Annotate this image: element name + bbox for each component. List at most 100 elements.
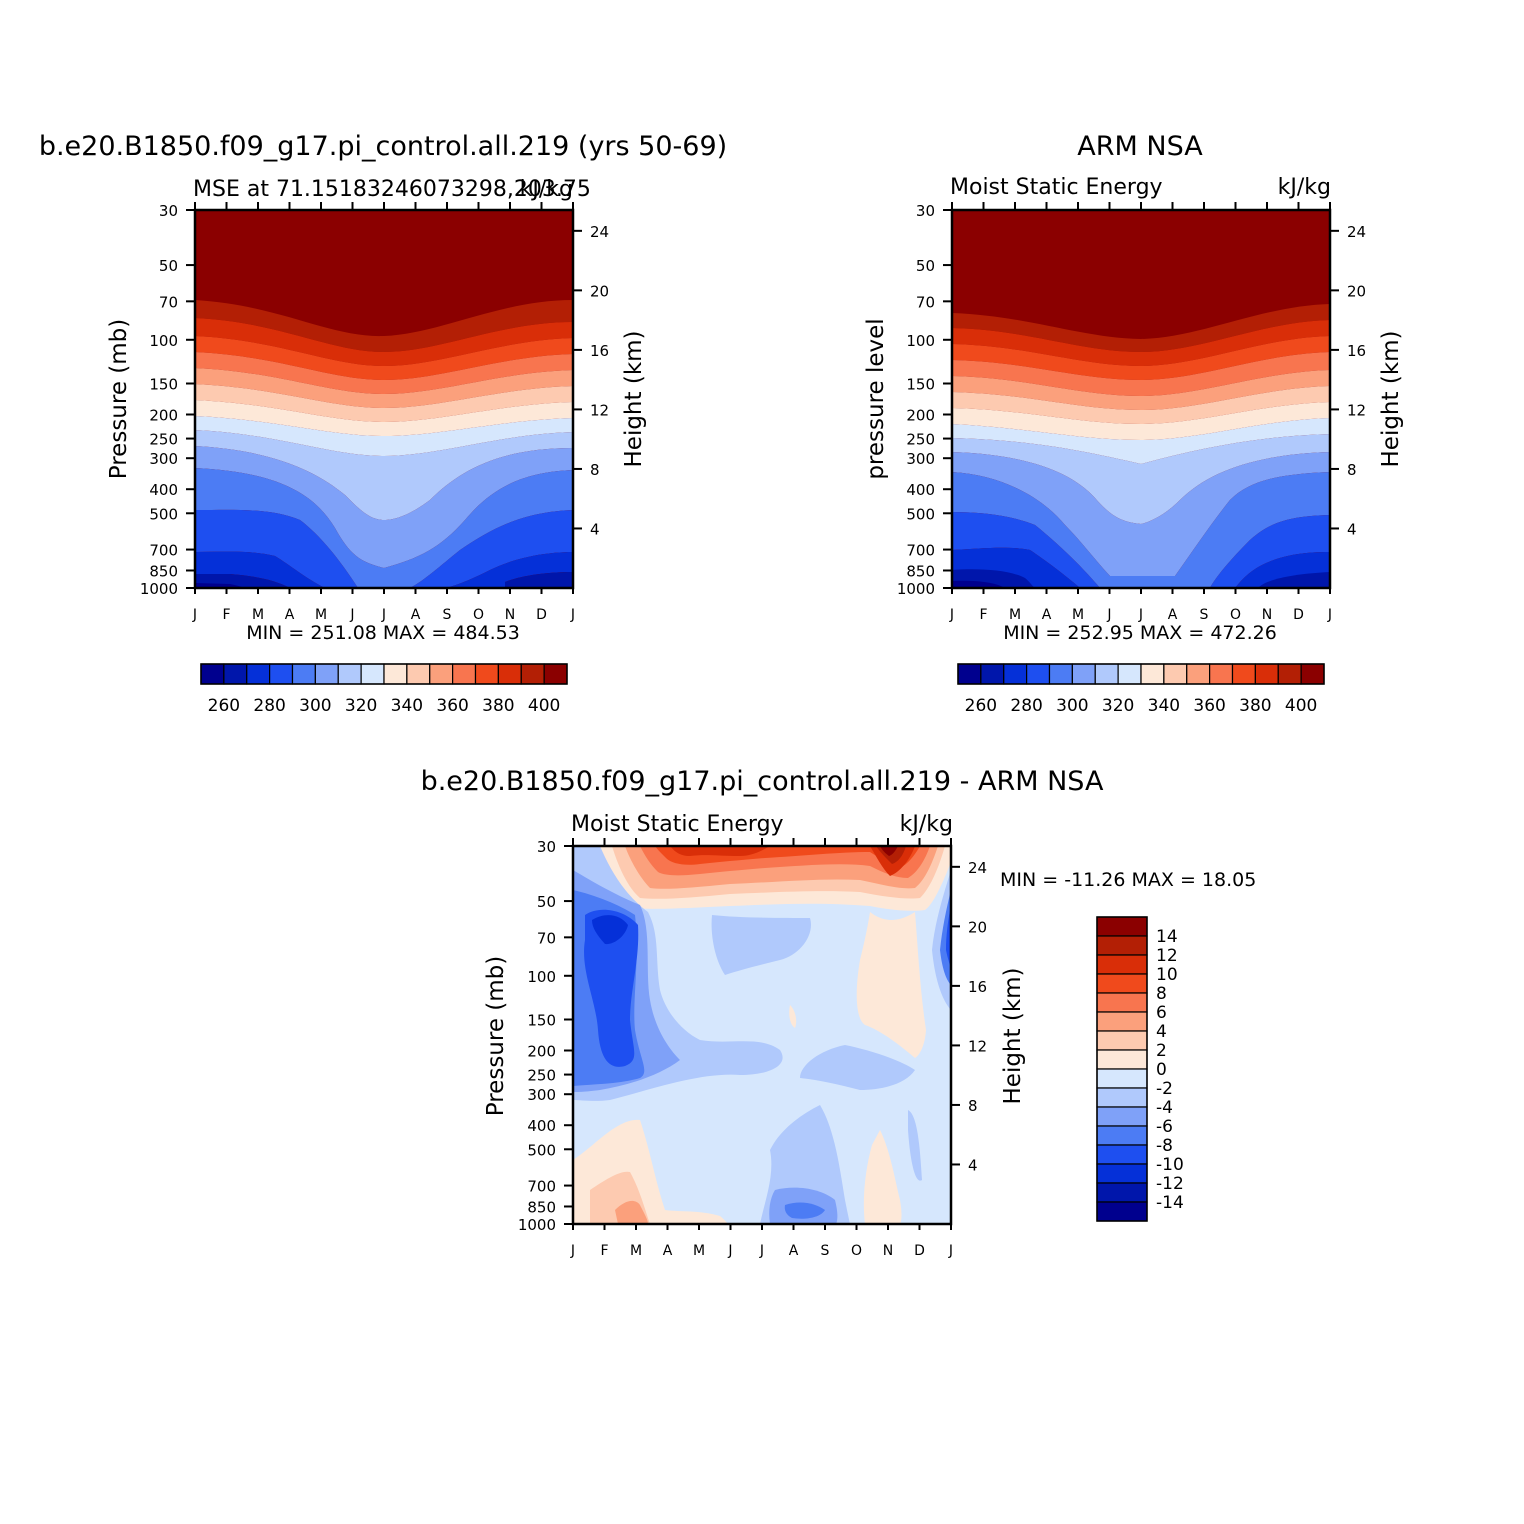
y-tick-label: 400 [527, 1117, 556, 1135]
x-tick-label: J [1106, 607, 1111, 623]
x-tick-label: F [222, 607, 230, 623]
x-tick-label: J [949, 607, 954, 623]
colorbar-label: 360 [436, 696, 468, 716]
colorbar-swatch [337, 663, 362, 685]
colorbar-swatch [1026, 663, 1051, 685]
x-tick-label: D [1293, 607, 1304, 623]
y-right-tick-label: 4 [1347, 520, 1357, 538]
panel-model-ylabel-right: Height (km) [621, 330, 647, 467]
colorbar-label: 260 [965, 696, 997, 716]
y-tick-label: 150 [527, 1011, 556, 1029]
colorbar-swatch [474, 663, 499, 685]
colorbar-swatch [1096, 1125, 1148, 1146]
y-right-tick-label: 24 [590, 223, 609, 241]
y-right-tick-label: 24 [1347, 223, 1366, 241]
y-tick-label: 500 [906, 505, 935, 523]
x-tick-label: A [789, 1243, 799, 1259]
y-tick-label: 50 [159, 257, 178, 275]
colorbar-label: -14 [1156, 1193, 1184, 1213]
colorbar-swatch [1117, 663, 1142, 685]
colorbar-swatch [1096, 1030, 1148, 1051]
x-tick-label: M [630, 1243, 642, 1259]
colorbar-swatch [452, 663, 477, 685]
contour-band [880, 846, 898, 856]
y-tick-label: 50 [537, 893, 556, 911]
contour-band [615, 1200, 648, 1224]
colorbar-swatch [520, 663, 545, 685]
y-tick-label: 30 [537, 838, 556, 856]
contour-band [952, 352, 1330, 396]
y-tick-label: 30 [916, 202, 935, 220]
x-tick-label: O [1230, 607, 1241, 623]
panel-obs-stats: MIN = 252.95 MAX = 472.26 [1003, 622, 1277, 644]
colorbar-frame [957, 663, 1325, 685]
colorbar-label: 400 [528, 696, 560, 716]
y-tick-label: 850 [149, 562, 178, 580]
contour-band [195, 509, 573, 588]
y-tick-label: 400 [149, 481, 178, 499]
y-right-tick-label: 4 [968, 1156, 978, 1174]
x-tick-label: J [349, 607, 354, 623]
y-tick-label: 70 [159, 293, 178, 311]
panel-diff-units: kJ/kg [900, 812, 953, 837]
x-tick-label: M [693, 1243, 705, 1259]
colorbar-label: -12 [1156, 1174, 1184, 1194]
contour-band [952, 336, 1330, 380]
y-tick-label: 700 [906, 542, 935, 560]
colorbar-swatch [1096, 1201, 1148, 1222]
x-tick-label: J [1327, 607, 1332, 623]
contour-band [195, 430, 573, 520]
colorbar-swatch [291, 663, 316, 685]
y-tick-label: 300 [527, 1086, 556, 1104]
colorbar-label: 300 [1056, 696, 1088, 716]
y-right-tick-label: 16 [1347, 342, 1366, 360]
colorbar-swatch [1231, 663, 1256, 685]
contour-band [195, 368, 573, 408]
contour-band [592, 915, 628, 945]
colorbar-frame [200, 663, 568, 685]
colorbar-swatch [1096, 1182, 1148, 1203]
x-tick-label: M [315, 607, 327, 623]
colorbar-label: 340 [1148, 696, 1180, 716]
x-tick-label: J [1138, 607, 1143, 623]
contour-band [952, 402, 1330, 440]
y-tick-label: 500 [527, 1141, 556, 1159]
colorbar-swatch [314, 663, 339, 685]
x-tick-label: A [285, 607, 295, 623]
x-tick-label: F [979, 607, 987, 623]
colorbar-swatch [1096, 973, 1148, 994]
y-tick-label: 500 [149, 505, 178, 523]
x-tick-label: O [473, 607, 484, 623]
panel-model: b.e20.B1850.f09_g17.pi_control.all.219 (… [39, 131, 727, 716]
contour-band [952, 370, 1330, 410]
panel-diff: b.e20.B1850.f09_g17.pi_control.all.219 -… [421, 766, 1257, 1259]
y-right-tick-label: 20 [968, 918, 987, 936]
contour-band [195, 416, 573, 456]
contour-band [195, 446, 573, 568]
colorbar-swatch [223, 663, 248, 685]
colorbar-label: -4 [1156, 1098, 1173, 1118]
y-right-tick-label: 20 [590, 282, 609, 300]
x-tick-label: N [883, 1243, 893, 1259]
colorbar-swatch [543, 663, 568, 685]
colorbar-label: 10 [1156, 965, 1178, 985]
panel-model-ylabel: Pressure (mb) [106, 319, 132, 479]
contour-band [940, 890, 951, 985]
colorbar-swatch [1096, 1106, 1148, 1127]
contour-band [784, 1202, 825, 1219]
y-tick-label: 250 [906, 431, 935, 449]
contour-band [952, 512, 1330, 588]
colorbar-label: 0 [1156, 1060, 1167, 1080]
x-tick-label: A [411, 607, 421, 623]
colorbar-label: -2 [1156, 1079, 1173, 1099]
contour-band [952, 320, 1330, 366]
y-right-tick-label: 16 [590, 342, 609, 360]
y-tick-label: 150 [149, 375, 178, 393]
colorbar-swatch [200, 663, 225, 685]
panel-obs-contours [952, 210, 1330, 588]
